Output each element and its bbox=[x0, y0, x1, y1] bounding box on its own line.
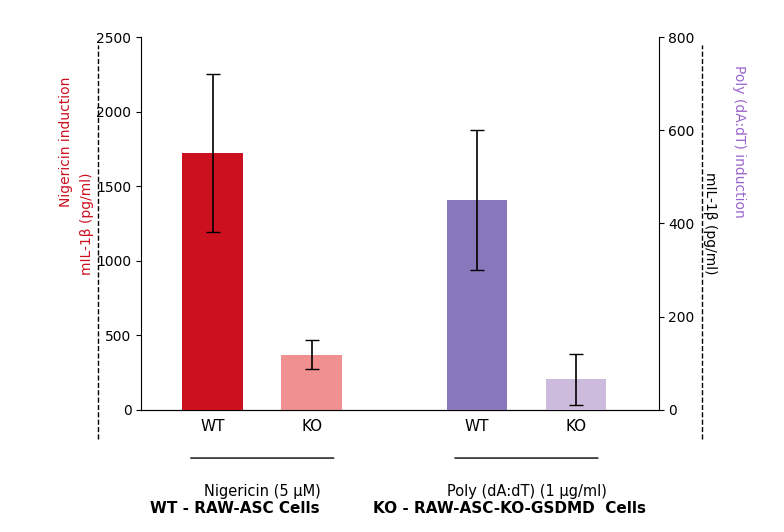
Bar bbox=[281, 354, 342, 410]
Text: mIL-1β (pg/ml): mIL-1β (pg/ml) bbox=[80, 172, 94, 275]
Bar bbox=[447, 200, 507, 410]
Text: KO - RAW-ASC-KO-GSDMD  Cells: KO - RAW-ASC-KO-GSDMD Cells bbox=[373, 501, 646, 516]
Text: WT - RAW-ASC Cells: WT - RAW-ASC Cells bbox=[151, 501, 320, 516]
Text: mIL-1β (pg/ml): mIL-1β (pg/ml) bbox=[703, 172, 717, 275]
Text: Nigericin (5 μM): Nigericin (5 μM) bbox=[204, 484, 321, 499]
Text: Poly (dA:dT) (1 μg/ml): Poly (dA:dT) (1 μg/ml) bbox=[447, 484, 606, 499]
Bar bbox=[546, 379, 606, 410]
Text: Nigericin induction: Nigericin induction bbox=[59, 76, 73, 207]
Text: Poly (dA:dT) induction: Poly (dA:dT) induction bbox=[731, 65, 746, 218]
Bar bbox=[183, 153, 243, 410]
